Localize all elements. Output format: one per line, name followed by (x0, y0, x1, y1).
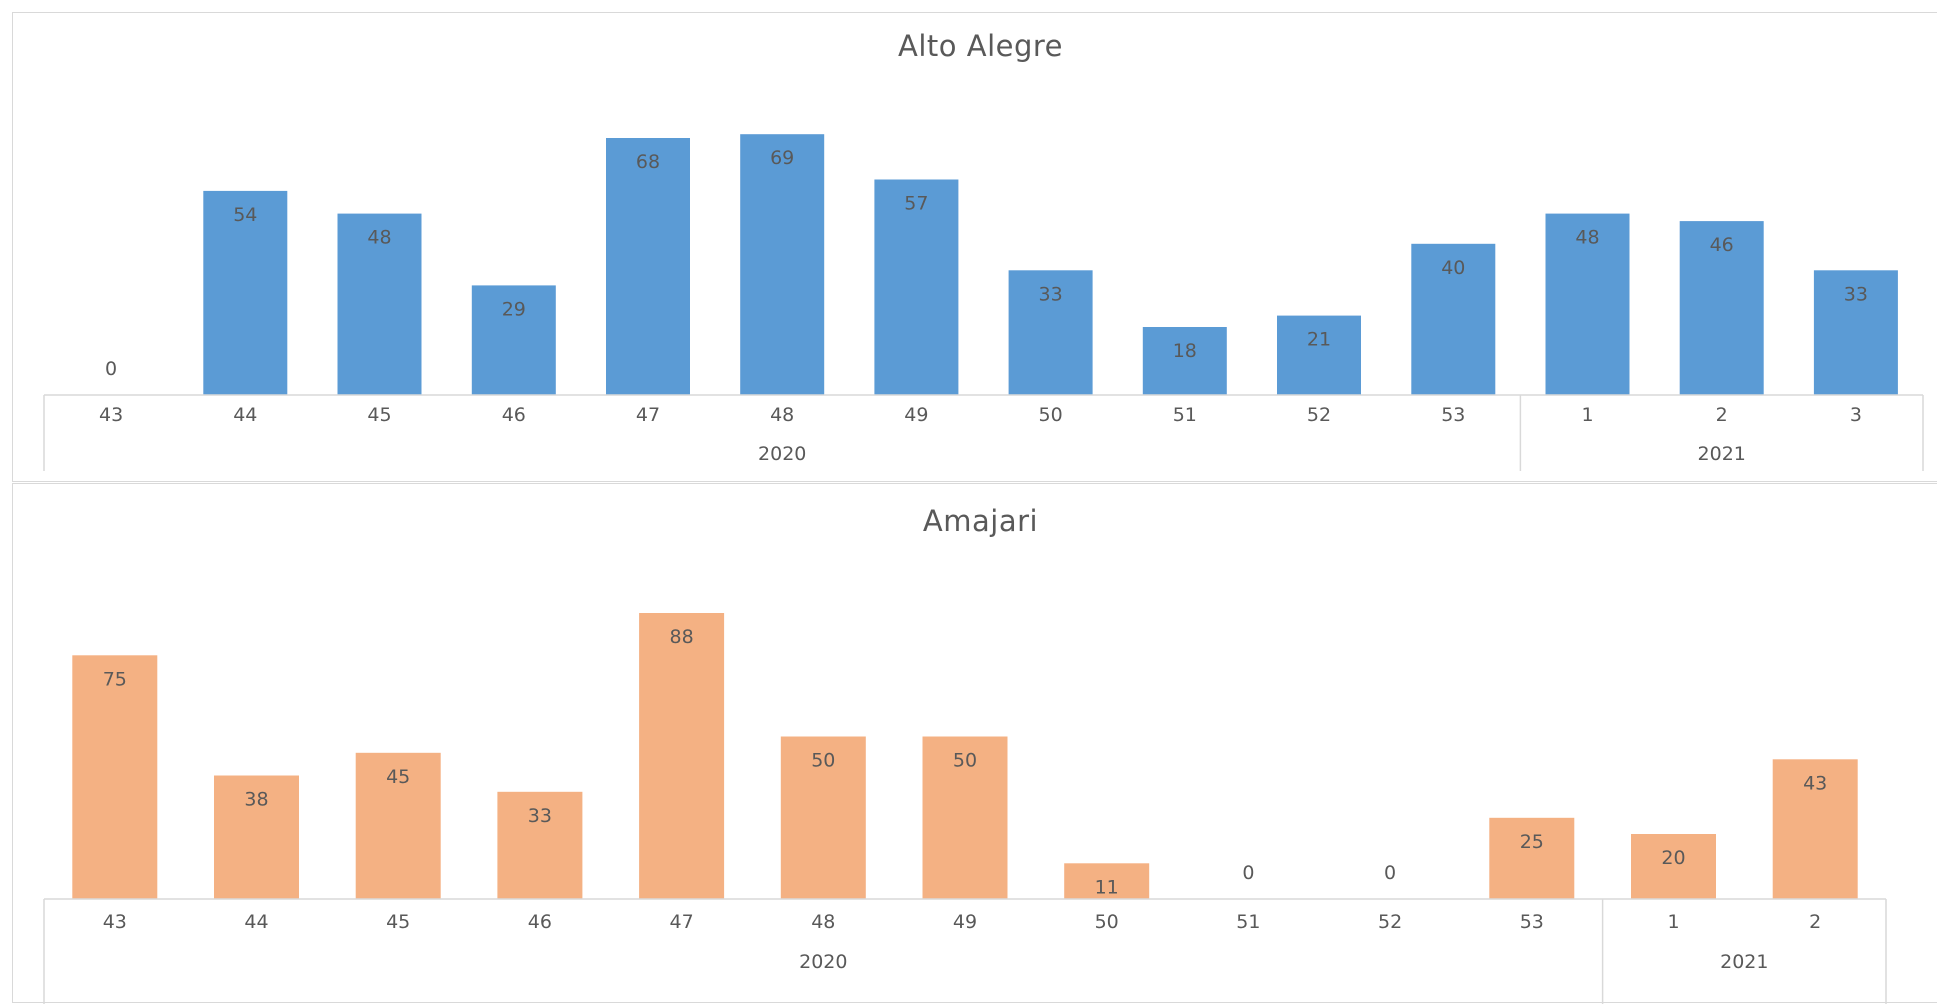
data-label: 45 (386, 766, 410, 788)
bar (355, 752, 441, 900)
data-label: 46 (1710, 234, 1734, 256)
data-label: 33 (1844, 283, 1868, 305)
x-group-label: 2021 (1720, 951, 1768, 973)
data-label: 43 (1803, 772, 1827, 794)
x-tick-label: 50 (1039, 404, 1063, 426)
x-tick-label: 47 (670, 911, 694, 933)
x-tick-label: 52 (1378, 911, 1402, 933)
x-tick-label: 53 (1520, 911, 1544, 933)
x-tick-label: 49 (904, 404, 928, 426)
bar (1142, 327, 1227, 395)
data-label: 25 (1520, 831, 1544, 853)
bar (1411, 243, 1496, 395)
bar (740, 134, 825, 395)
bar (1631, 834, 1716, 899)
bar (1277, 315, 1361, 395)
data-label: 75 (103, 668, 127, 690)
x-tick-label: 1 (1581, 404, 1593, 426)
x-tick-label: 2 (1716, 404, 1728, 426)
data-label: 68 (636, 151, 660, 173)
x-group-label: 2021 (1698, 443, 1746, 465)
x-tick-label: 50 (1095, 911, 1119, 933)
bar (922, 736, 1008, 899)
bar (337, 213, 422, 395)
data-label: 57 (904, 193, 928, 215)
bar (203, 190, 288, 395)
data-label: 20 (1661, 847, 1685, 869)
bar-chart-amajari: 75 38 45 33 88 50 50 11 0 0 25 20 43 43 44 45 46 47 48 49 50… (43, 613, 1887, 1004)
x-tick-label: 46 (528, 911, 552, 933)
data-label: 11 (1095, 876, 1119, 898)
bar (1813, 270, 1898, 395)
x-tick-label: 45 (386, 911, 410, 933)
x-tick-label: 47 (636, 404, 660, 426)
bar (471, 285, 556, 395)
chart-panel-alto-alegre: Alto Alegre 0 54 48 29 68 69 57 33 18 21 40 48 46 33 4… (12, 12, 1937, 482)
data-label: 50 (811, 750, 835, 772)
data-label: 33 (1039, 283, 1063, 305)
x-tick-label: 53 (1441, 404, 1465, 426)
x-tick-label: 48 (811, 911, 835, 933)
data-label: 0 (1384, 862, 1396, 884)
x-tick-label: 52 (1307, 404, 1331, 426)
x-tick-label: 49 (953, 911, 977, 933)
x-tick-label: 43 (99, 404, 123, 426)
chart-title: Alto Alegre (898, 29, 1063, 63)
x-tick-label: 48 (770, 404, 794, 426)
x-tick-label: 43 (103, 911, 127, 933)
chart-title: Amajari (922, 504, 1039, 538)
data-label: 69 (770, 147, 794, 169)
x-tick-label: 51 (1173, 404, 1197, 426)
bar (72, 655, 158, 900)
x-tick-label: 45 (367, 404, 391, 426)
data-label: 50 (953, 750, 977, 772)
bar (1008, 270, 1093, 395)
data-label: 48 (367, 227, 391, 249)
x-group-label: 2020 (758, 443, 806, 465)
data-label: 0 (1242, 862, 1254, 884)
data-label: 21 (1307, 329, 1331, 351)
bar (1545, 213, 1630, 395)
x-tick-label: 2 (1809, 911, 1821, 933)
bar (1679, 221, 1764, 395)
x-tick-label: 46 (502, 404, 526, 426)
bar (214, 775, 299, 899)
bar (639, 613, 725, 899)
x-tick-label: 3 (1850, 404, 1862, 426)
x-group-label: 2020 (799, 951, 847, 973)
bar (780, 736, 866, 899)
data-label: 48 (1575, 227, 1599, 249)
bar (606, 138, 690, 395)
data-label: 88 (670, 626, 694, 648)
data-label: 38 (244, 789, 268, 811)
bar (497, 791, 583, 900)
data-label: 33 (528, 805, 552, 827)
x-tick-label: 44 (233, 404, 257, 426)
data-label: 54 (233, 204, 257, 226)
x-tick-label: 1 (1667, 911, 1679, 933)
data-label: 40 (1441, 257, 1465, 279)
x-tick-label: 51 (1236, 911, 1260, 933)
x-tick-label: 44 (244, 911, 268, 933)
bar (1772, 759, 1858, 900)
data-label: 18 (1173, 340, 1197, 362)
bar (874, 179, 959, 395)
data-label: 0 (105, 358, 117, 380)
bar (1489, 817, 1575, 900)
bar (1064, 863, 1150, 900)
chart-panel-amajari: Amajari 75 38 45 33 88 50 50 11 0 0 25 20 43 43 44 45 46… (12, 483, 1937, 1004)
data-label: 29 (502, 298, 526, 320)
